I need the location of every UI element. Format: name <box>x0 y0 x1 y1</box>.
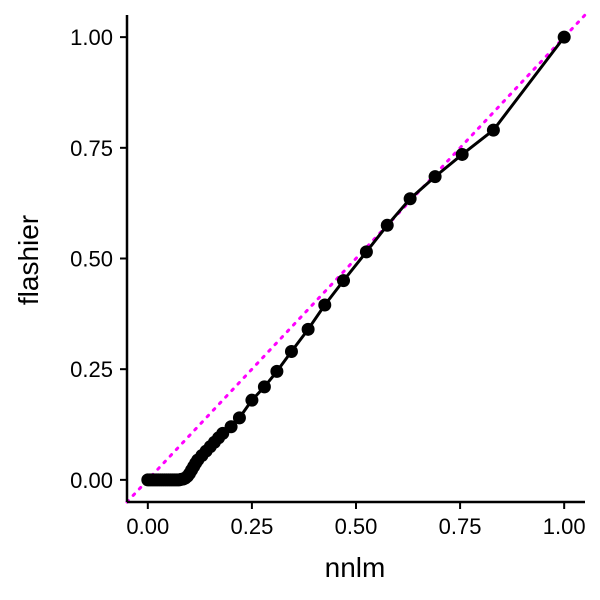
x-tick-label: 1.00 <box>543 514 586 539</box>
y-tick-label: 0.25 <box>70 357 113 382</box>
data-point <box>224 420 238 434</box>
data-point <box>359 245 373 259</box>
data-point <box>284 344 298 358</box>
x-tick-label: 0.75 <box>439 514 482 539</box>
axes: 0.00 0.25 0.50 0.75 1.00 0.00 0.25 0.50 0.75 1.00 <box>70 15 586 539</box>
data-point <box>557 30 571 44</box>
y-tick-label: 1.00 <box>70 25 113 50</box>
data-point <box>245 393 259 407</box>
y-tick-label: 0.75 <box>70 136 113 161</box>
x-tick-label: 0.50 <box>335 514 378 539</box>
data-point <box>486 123 500 137</box>
data-point <box>257 380 271 394</box>
data-point <box>403 192 417 206</box>
data-point <box>455 147 469 161</box>
y-axis-title: flashier <box>13 215 44 305</box>
data-point <box>270 364 284 378</box>
data-point <box>318 298 332 312</box>
y-tick-label: 0.50 <box>70 247 113 272</box>
data-point <box>232 411 246 425</box>
data-point <box>301 322 315 336</box>
y-tick-label: 0.00 <box>70 468 113 493</box>
data-point <box>380 218 394 232</box>
x-tick-label: 0.25 <box>230 514 273 539</box>
x-tick-label: 0.00 <box>126 514 169 539</box>
data-point <box>428 170 442 184</box>
identity-reference-line <box>125 13 587 504</box>
plot-area <box>125 13 587 504</box>
x-axis-title: nnlm <box>325 552 386 583</box>
data-point <box>337 274 351 288</box>
